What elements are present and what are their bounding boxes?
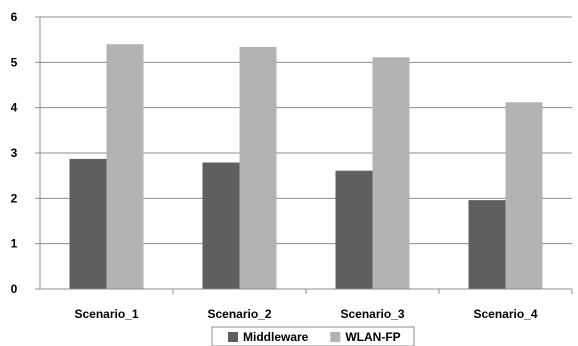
- x-tick-label: Scenario_4: [473, 307, 537, 321]
- bar-middleware-4: [468, 200, 506, 289]
- bars: [69, 44, 543, 290]
- legend-label-wlan-fp: WLAN-FP: [345, 330, 400, 344]
- legend-box: [211, 326, 415, 346]
- axis-labels: 0 1 2 3 4 5 6 Scenario_1 Scenario_2 Scenario_3 Sce…: [11, 10, 538, 321]
- legend: Middleware WLAN-FP: [211, 326, 415, 346]
- legend-label-middleware: Middleware: [243, 330, 309, 344]
- y-tick-label: 3: [11, 146, 18, 160]
- y-tick-label: 0: [11, 282, 18, 296]
- y-tick-label: 4: [11, 101, 18, 115]
- bar-middleware-1: [69, 158, 107, 289]
- y-tick-label: 6: [11, 10, 18, 24]
- bar-wlan-fp-3: [372, 57, 410, 290]
- bar-wlan-fp-1: [106, 44, 144, 290]
- y-tick-label: 1: [11, 237, 18, 251]
- x-tick-label: Scenario_2: [207, 307, 271, 321]
- y-tick-label: 2: [11, 191, 18, 205]
- axes: [35, 16, 573, 294]
- bar-middleware-2: [202, 162, 240, 289]
- x-tick-label: Scenario_1: [74, 307, 138, 321]
- x-tick-label: Scenario_3: [340, 307, 404, 321]
- legend-swatch-wlan-fp: [330, 332, 341, 342]
- y-tick-label: 5: [11, 55, 18, 69]
- bar-wlan-fp-2: [239, 46, 277, 289]
- bar-wlan-fp-4: [505, 102, 543, 289]
- legend-swatch-middleware: [228, 332, 238, 342]
- bar-middleware-3: [335, 170, 373, 289]
